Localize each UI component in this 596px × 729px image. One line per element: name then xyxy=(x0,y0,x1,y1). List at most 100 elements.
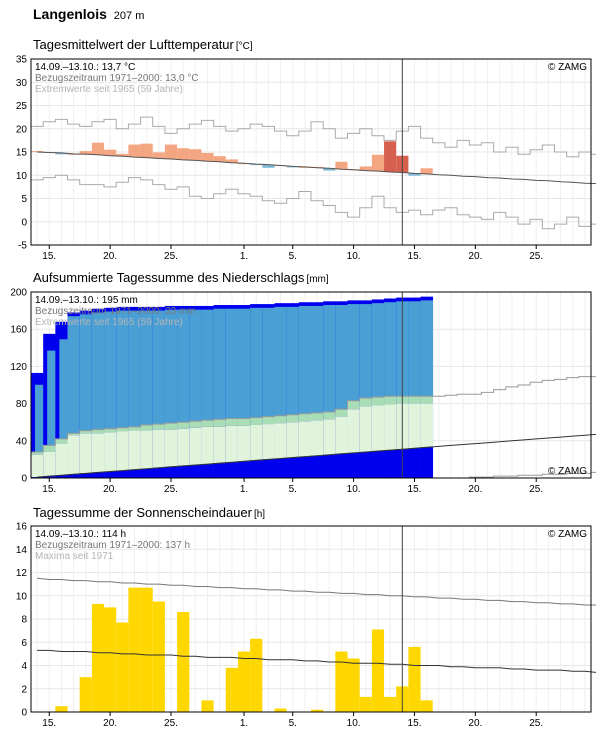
precipitation-observed-bar xyxy=(274,306,287,416)
x-tick-label: 20. xyxy=(468,718,482,729)
low-band-bar xyxy=(420,403,434,448)
temperature-bar xyxy=(189,149,202,161)
precipitation-observed-bar xyxy=(286,306,300,415)
precipitation-observed-bar xyxy=(128,310,141,427)
precipitation-observed-bar xyxy=(237,308,251,419)
normal-band-bar xyxy=(104,428,117,433)
temperature-bar xyxy=(140,143,153,158)
precipitation-observed-bar xyxy=(323,305,336,412)
station-header: Langenlois 207 m xyxy=(33,6,144,22)
y-tick-label: 30 xyxy=(16,78,28,89)
low-band-bar xyxy=(55,443,68,476)
sunshine-title-text: Tagessumme der Sonnenscheindauer xyxy=(33,505,252,520)
x-tick-label: 10. xyxy=(347,718,361,729)
normal-band-bar xyxy=(323,411,336,420)
plot-frame xyxy=(30,525,592,713)
normal-band-bar xyxy=(189,421,202,428)
precipitation-observed-bar xyxy=(59,339,68,439)
x-tick-label: 15. xyxy=(408,718,422,729)
x-tick-label: 25. xyxy=(164,251,178,262)
x-tick-label: 25. xyxy=(164,718,178,729)
copyright-label: © ZAMG xyxy=(548,466,587,477)
info-line: Extremwerte seit 1965 (59 Jahre) xyxy=(35,317,183,328)
x-tick-label: 20. xyxy=(103,251,117,262)
copyright-label: © ZAMG xyxy=(548,529,587,540)
low-band-bar xyxy=(67,435,80,475)
normal-band-bar xyxy=(335,409,348,417)
x-tick-label: 15. xyxy=(408,484,422,495)
normal-line xyxy=(37,433,596,478)
y-tick-label: 2 xyxy=(21,684,27,695)
precipitation-observed-bar xyxy=(91,312,105,430)
y-tick-label: 6 xyxy=(21,638,27,649)
temperature-bar xyxy=(323,168,336,171)
normal-band-bar xyxy=(91,429,105,434)
normal-band-bar xyxy=(177,422,190,429)
precipitation-chart-title: Aufsummierte Tagessumme des Niederschlag… xyxy=(33,270,329,285)
y-tick-label: 80 xyxy=(16,399,28,410)
sunshine-bar xyxy=(335,651,348,712)
maxima-line xyxy=(37,577,596,606)
low-band-bar xyxy=(43,451,56,477)
temperature-bar xyxy=(104,149,117,156)
normal-band-bar xyxy=(43,445,56,452)
x-tick-label: 1. xyxy=(240,251,248,262)
sunshine-bar xyxy=(79,677,92,712)
x-tick-label: 1. xyxy=(240,484,248,495)
station-name: Langenlois xyxy=(33,6,107,22)
sunshine-bar xyxy=(420,700,433,712)
info-line: 14.09.–13.10.: 114 h xyxy=(35,529,126,540)
x-tick-label: 15. xyxy=(42,484,56,495)
precipitation-observed-bar xyxy=(311,305,324,413)
temperature-bar xyxy=(408,173,421,176)
low-band-bar xyxy=(359,406,373,452)
normal-band-bar xyxy=(55,438,68,444)
precipitation-observed-bar xyxy=(47,350,56,446)
precipitation-observed-bar xyxy=(67,316,80,434)
y-tick-label: 10 xyxy=(16,171,28,182)
temperature-bar xyxy=(335,161,348,170)
plot-frame xyxy=(30,291,592,479)
low-band-bar xyxy=(274,423,287,459)
x-tick-label: 25. xyxy=(529,484,543,495)
info-line: 14.09.–13.10.: 195 mm xyxy=(35,295,138,306)
y-tick-label: 25 xyxy=(16,101,28,112)
x-tick-label: 25. xyxy=(164,484,178,495)
sunshine-bar xyxy=(116,622,129,712)
low-band-bar xyxy=(189,427,202,465)
precipitation-observed-bar xyxy=(201,309,214,421)
precipitation-observed-bar xyxy=(335,305,348,410)
temperature-bar xyxy=(371,154,385,172)
temperature-bar xyxy=(384,141,397,172)
low-band-bar xyxy=(262,424,275,460)
precipitation-observed-bar xyxy=(35,384,44,452)
y-tick-label: -5 xyxy=(18,241,27,252)
normal-band-bar xyxy=(311,412,324,421)
precipitation-observed-bar xyxy=(408,301,421,397)
low-band-bar xyxy=(31,454,44,478)
precipitation-observed-bar xyxy=(371,303,385,398)
y-tick-label: 20 xyxy=(16,124,28,135)
normal-band-bar xyxy=(116,427,129,432)
y-tick-label: 5 xyxy=(21,194,27,205)
y-tick-label: 40 xyxy=(16,436,28,447)
temperature-bar xyxy=(164,144,178,159)
info-line: Bezugszeitraum 1971–2000: 137 h xyxy=(35,540,190,551)
plot-frame xyxy=(30,58,592,246)
temperature-title-text: Tagesmittelwert der Lufttemperatur xyxy=(33,37,234,52)
sunshine-bar xyxy=(225,667,238,712)
low-band-bar xyxy=(201,426,214,465)
temperature-bar xyxy=(31,151,44,153)
y-tick-label: 10 xyxy=(16,591,28,602)
normal-band-bar xyxy=(79,430,93,434)
info-line: Bezugszeitraum 1971–2000: 33 mm xyxy=(35,306,196,317)
precipitation-observed-bar xyxy=(189,309,202,422)
normal-band-bar xyxy=(274,415,287,424)
precipitation-unit: [mm] xyxy=(306,274,329,285)
station-altitude: 207 m xyxy=(113,10,145,22)
temperature-bar xyxy=(177,148,190,160)
normal-band-bar xyxy=(67,433,80,436)
low-band-bar xyxy=(104,432,117,472)
normal-line xyxy=(37,151,596,185)
low-band-bar xyxy=(91,433,105,473)
